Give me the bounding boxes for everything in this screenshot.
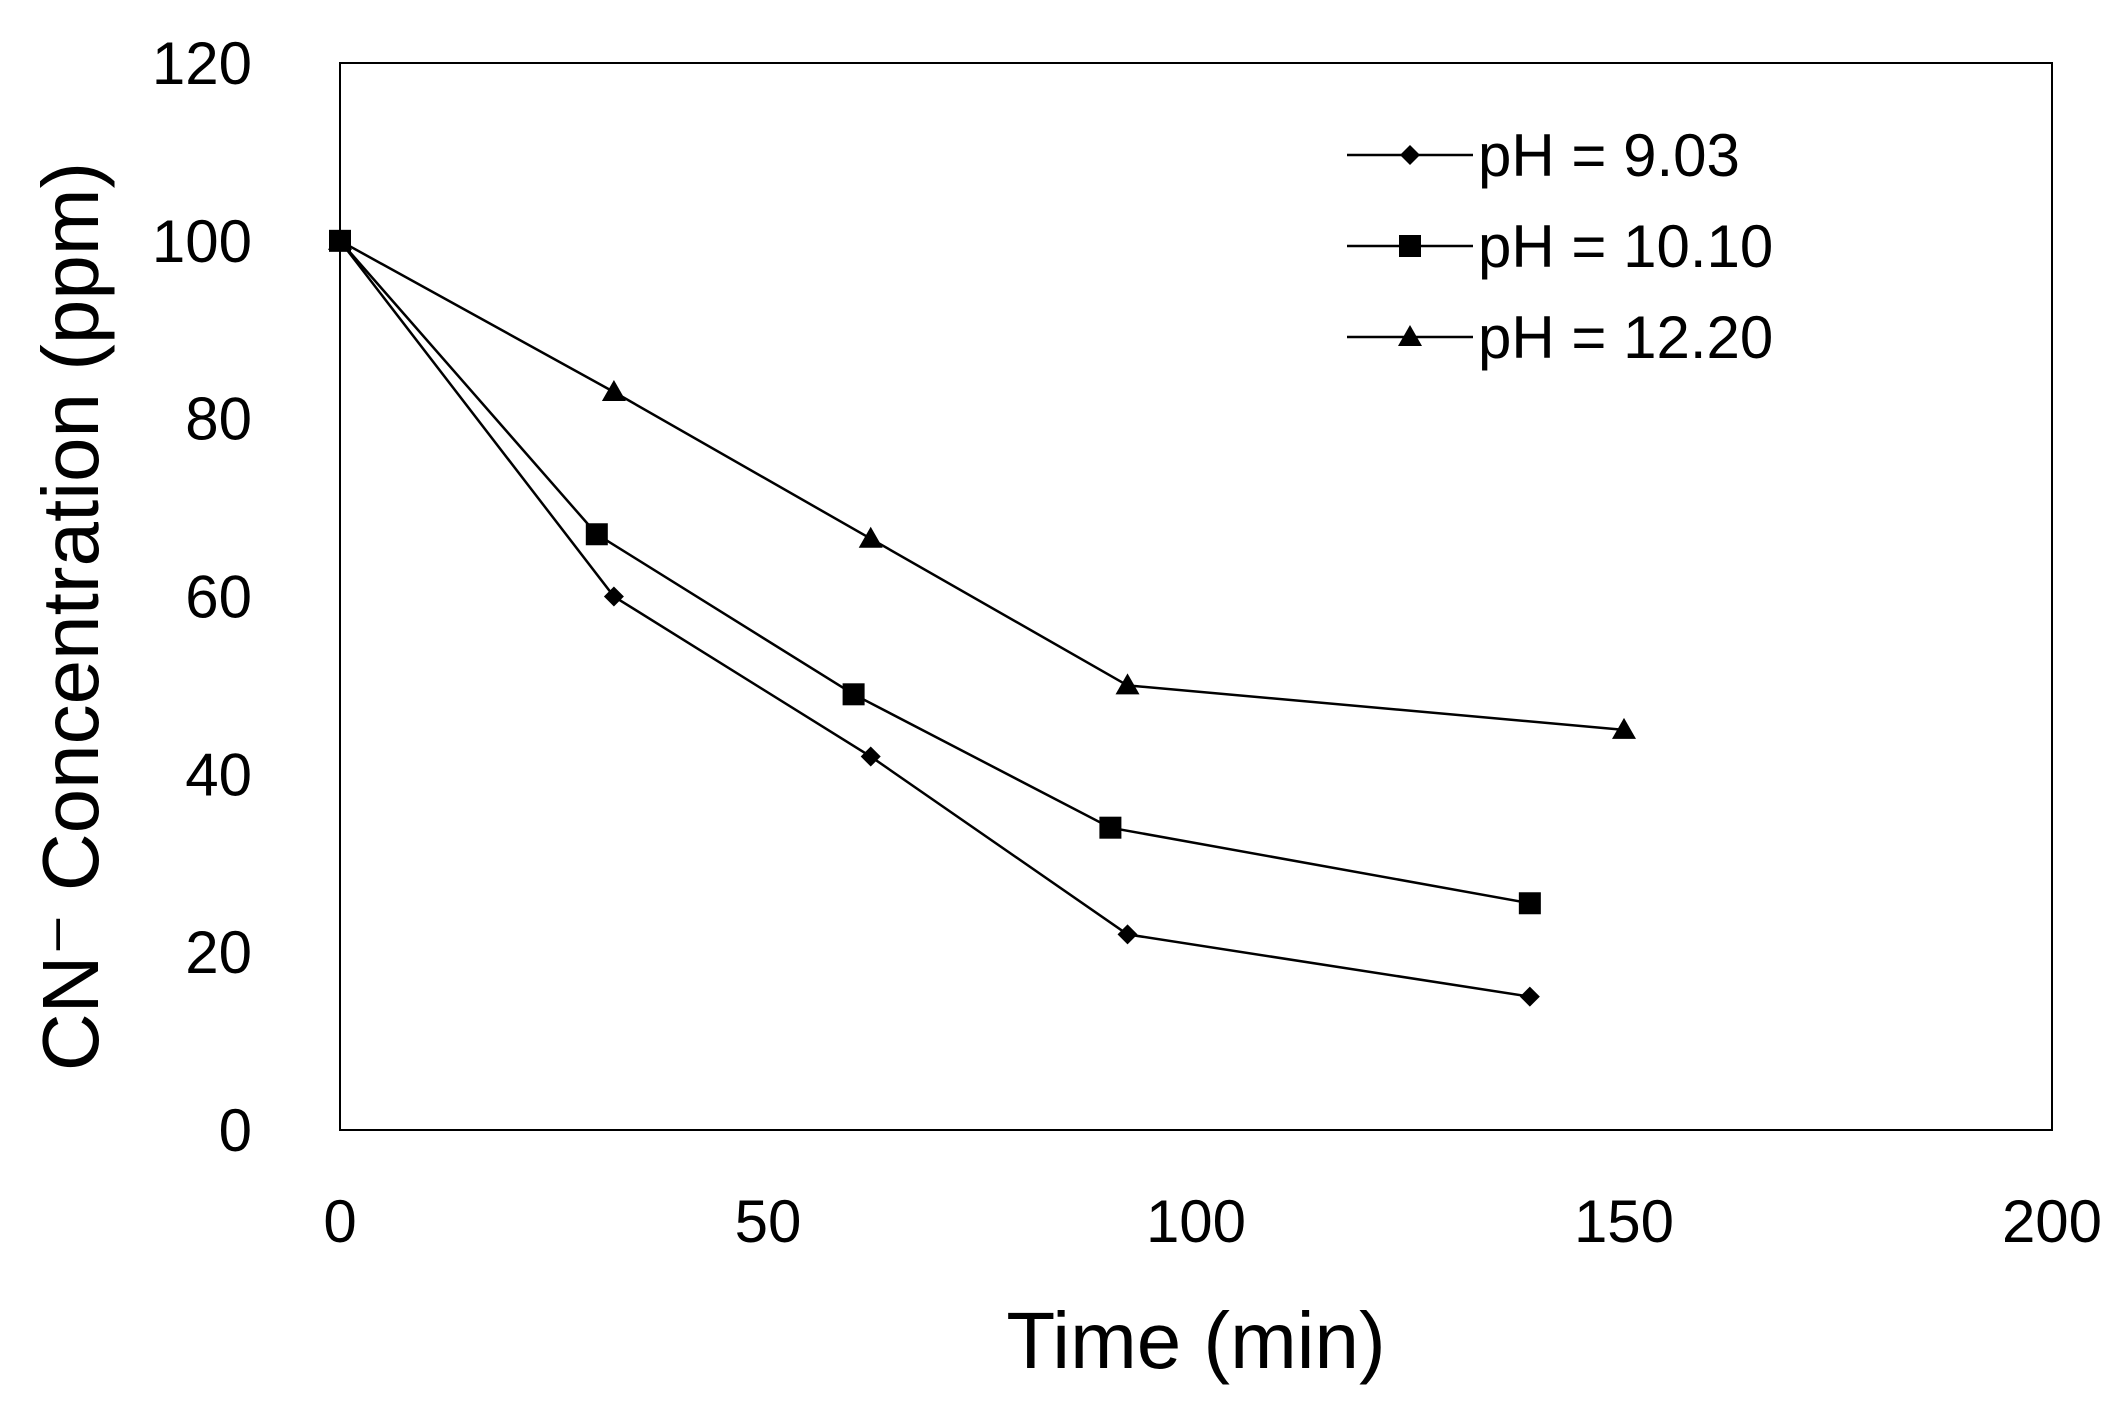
y-tick-label: 40 bbox=[185, 741, 252, 808]
data-point bbox=[1518, 892, 1541, 915]
y-tick-label: 100 bbox=[152, 208, 252, 275]
y-axis-ticks: 0 20 40 60 80 100 120 bbox=[152, 30, 252, 1164]
legend-label: pH = 9.03 bbox=[1478, 122, 1740, 189]
legend-item: pH = 12.20 bbox=[1347, 304, 1773, 371]
legend-label: pH = 10.10 bbox=[1478, 213, 1773, 280]
series-3 bbox=[328, 228, 1636, 739]
series-layer bbox=[328, 228, 1636, 1007]
y-tick-label: 60 bbox=[185, 564, 252, 631]
data-point bbox=[860, 746, 881, 767]
x-tick-label: 150 bbox=[1574, 1188, 1674, 1255]
x-tick-label: 50 bbox=[735, 1188, 802, 1255]
data-point bbox=[842, 683, 865, 706]
data-point bbox=[1099, 816, 1122, 839]
data-point bbox=[858, 526, 883, 548]
x-tick-label: 0 bbox=[323, 1188, 356, 1255]
legend-marker bbox=[1399, 235, 1421, 257]
y-tick-label: 20 bbox=[185, 919, 252, 986]
legend-label: pH = 12.20 bbox=[1478, 304, 1773, 371]
data-point bbox=[1519, 986, 1540, 1007]
data-point bbox=[603, 586, 624, 607]
y-tick-label: 0 bbox=[219, 1097, 252, 1164]
plot-area bbox=[339, 62, 2053, 1131]
data-point bbox=[585, 523, 608, 546]
legend-marker bbox=[1398, 325, 1422, 346]
x-axis-title: Time (min) bbox=[1006, 1296, 1385, 1385]
series-2 bbox=[329, 229, 1541, 915]
y-axis-title: CN⁻ Concentration (ppm) bbox=[26, 162, 115, 1071]
data-point bbox=[1115, 673, 1140, 695]
data-point bbox=[1612, 717, 1636, 739]
y-tick-label: 80 bbox=[185, 386, 252, 453]
x-tick-label: 100 bbox=[1146, 1188, 1246, 1255]
x-tick-label: 200 bbox=[2002, 1188, 2102, 1255]
data-point bbox=[328, 228, 352, 250]
legend-marker bbox=[1400, 145, 1420, 165]
data-point bbox=[1117, 924, 1138, 945]
data-point bbox=[601, 379, 626, 401]
x-axis-ticks: 0 50 100 150 200 bbox=[323, 1188, 2102, 1255]
legend-item: pH = 9.03 bbox=[1347, 122, 1740, 189]
legend-item: pH = 10.10 bbox=[1347, 213, 1773, 280]
y-tick-label: 120 bbox=[152, 30, 252, 97]
legend: pH = 9.03 pH = 10.10 pH = 12.20 bbox=[1347, 122, 1773, 371]
